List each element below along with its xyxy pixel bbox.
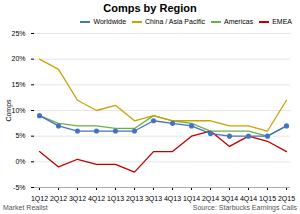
svg-text:-5%: -5% <box>13 184 25 191</box>
svg-text:2Q15: 2Q15 <box>278 195 295 203</box>
svg-text:5%: 5% <box>15 132 25 139</box>
svg-text:4Q13: 4Q13 <box>164 195 181 203</box>
svg-text:3Q14: 3Q14 <box>221 195 238 203</box>
html-text:Americas: Americas <box>224 18 254 25</box>
svg-text:Comps: Comps <box>5 99 13 122</box>
svg-text:15%: 15% <box>11 81 25 88</box>
svg-text:10%: 10% <box>11 107 25 114</box>
svg-text:1Q15: 1Q15 <box>259 195 276 203</box>
svg-text:1Q14: 1Q14 <box>183 195 200 203</box>
svg-text:3Q12: 3Q12 <box>69 195 86 203</box>
html-text:China / Asia Pacific: China / Asia Pacific <box>145 18 205 25</box>
svg-text:2Q12: 2Q12 <box>50 195 67 203</box>
svg-text:1Q12: 1Q12 <box>31 195 48 203</box>
svg-text:2Q13: 2Q13 <box>126 195 143 203</box>
svg-text:2Q14: 2Q14 <box>202 195 219 203</box>
html-text:Source: Starbucks Earnings Cal: Source: Starbucks Earnings Calls <box>192 204 297 211</box>
svg-text:1Q13: 1Q13 <box>107 195 124 203</box>
html-text:Comps by Region: Comps by Region <box>103 2 197 14</box>
html-text:Worldwide: Worldwide <box>93 18 126 25</box>
svg-text:4Q14: 4Q14 <box>240 195 257 203</box>
html-text:EMEA: EMEA <box>272 18 292 25</box>
svg-text:4Q12: 4Q12 <box>88 195 105 203</box>
svg-text:20%: 20% <box>11 55 25 62</box>
svg-text:3Q13: 3Q13 <box>145 195 162 203</box>
svg-text:0%: 0% <box>15 158 25 165</box>
svg-text:25%: 25% <box>11 30 25 37</box>
html-text:Market Realist: Market Realist <box>3 204 48 211</box>
